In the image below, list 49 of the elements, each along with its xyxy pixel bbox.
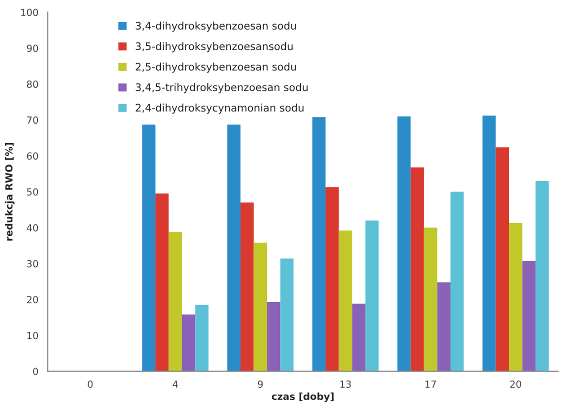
- bar: [509, 222, 522, 372]
- x-tick-label: 9: [258, 380, 263, 388]
- bar: [240, 202, 254, 372]
- bar: [450, 192, 464, 372]
- y-tick-label: 80: [26, 80, 38, 88]
- bar: [522, 261, 536, 372]
- bar: [424, 228, 438, 372]
- bar: [352, 304, 366, 372]
- bar: [338, 230, 352, 372]
- x-tick-label: 4: [172, 380, 178, 388]
- x-tick-label: 17: [425, 380, 436, 388]
- bar: [397, 116, 411, 372]
- y-tick-label: 50: [27, 188, 38, 196]
- y-tick-label: 20: [27, 296, 38, 304]
- y-tick-label: 0: [33, 368, 38, 376]
- bar: [365, 220, 379, 372]
- x-tick-label: 0: [88, 380, 93, 388]
- bar: [410, 167, 424, 372]
- x-axis-title: czas [doby]: [272, 392, 334, 402]
- y-tick-label: 90: [26, 44, 38, 52]
- legend-label: 3,5-dihydroksybenzoesansodu: [136, 42, 293, 52]
- y-tick-label: 40: [26, 224, 38, 232]
- x-tick-label: 13: [340, 380, 351, 388]
- y-tick-label: 60: [26, 152, 38, 160]
- legend-label: 2,4-dihydroksycynamonian sodu: [136, 104, 304, 114]
- bar: [182, 314, 196, 372]
- bar: [437, 282, 450, 372]
- bar: [326, 187, 339, 372]
- bar: [482, 116, 496, 372]
- bar: [312, 117, 326, 372]
- bar: [254, 242, 268, 372]
- x-tick-label: 20: [510, 380, 522, 388]
- y-tick-label: 30: [27, 260, 38, 268]
- bar: [142, 124, 156, 372]
- bar: [267, 302, 280, 372]
- legend-label: 2,5-dihydroksybenzoesan sodu: [136, 62, 296, 73]
- bar: [536, 180, 549, 372]
- bar: [155, 194, 169, 372]
- legend-label: 3,4,5-trihydroksybenzoesan sodu: [136, 83, 308, 94]
- bar: [496, 147, 510, 372]
- y-tick-label: 100: [21, 8, 38, 16]
- bar: [227, 124, 240, 372]
- y-tick-label: 70: [27, 116, 38, 124]
- y-axis-title: redukcja RWO [%]: [5, 142, 15, 241]
- bar: [168, 232, 182, 372]
- bar: [280, 258, 294, 372]
- y-tick-label: 10: [27, 332, 38, 340]
- bar: [195, 304, 208, 372]
- legend-label: 3,4-dihydroksybenzoesan sodu: [136, 22, 296, 32]
